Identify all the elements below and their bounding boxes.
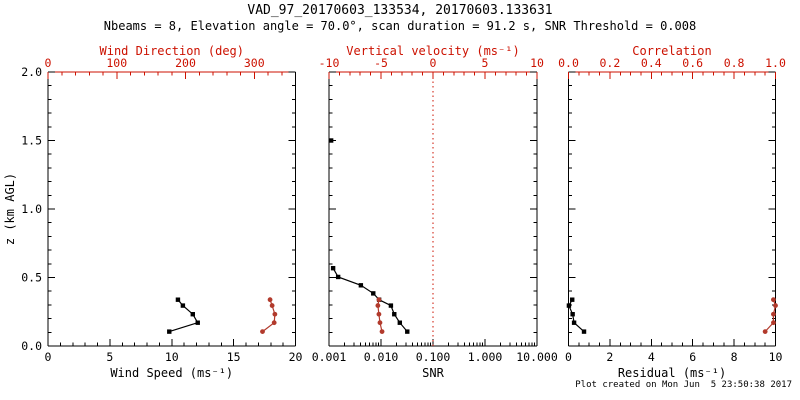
data-point-residual <box>581 329 587 334</box>
data-point-wind-direction <box>271 320 277 326</box>
data-point-residual <box>571 320 577 325</box>
x-tick-label: 15 <box>227 350 241 364</box>
top-tick-label: 0 <box>430 56 437 70</box>
data-point-wind-speed <box>195 320 200 325</box>
x-tick-label: 0 <box>565 350 572 364</box>
data-point-wind-speed <box>180 303 186 308</box>
top-tick-label: 200 <box>175 56 196 70</box>
panel-residual: 0 2 4 6 8 10 Residual (ms⁻¹) 0.0 0.2 0.4 0.6 0.8 1.0… <box>558 44 786 380</box>
x-axis-title: Wind Speed (ms⁻¹) <box>110 366 233 380</box>
data-point-residual <box>570 312 575 317</box>
top-tick-label: 300 <box>244 56 265 70</box>
y-tick-label: 2.0 <box>21 65 42 79</box>
data-point-wind-direction <box>260 329 265 335</box>
top-tick-label: 0.6 <box>682 56 703 70</box>
data-point-correlation <box>762 329 768 335</box>
top-tick-label: 0.2 <box>600 56 621 70</box>
plot-subtitle: Nbeams = 8, Elevation angle = 70.0°, sca… <box>103 19 697 33</box>
panel-snr: 0.001 0.010 0.100 1.000 10.000 SNR -10 -5 0 5 10 Ve… <box>312 44 558 380</box>
top-tick-label: 0.4 <box>641 56 662 70</box>
top-tick-label: 0.0 <box>558 56 579 70</box>
x-tick-label: 0 <box>45 350 52 364</box>
x-tick-label: 2 <box>606 350 613 364</box>
top-axis-title: Wind Direction (deg) <box>100 44 245 58</box>
y-tick-label: 0.5 <box>21 271 42 285</box>
plot-title: VAD_97_20170603_133534, 20170603.133631 <box>247 3 553 18</box>
top-tick-label: 0.8 <box>724 56 745 70</box>
x-axis-title: SNR <box>422 366 444 380</box>
top-tick-label: 100 <box>106 56 127 70</box>
x-tick-label: 20 <box>289 350 303 364</box>
data-point-snr-profile <box>371 291 376 296</box>
top-tick-label: 0 <box>45 56 52 70</box>
y-tick-label: 1.5 <box>21 134 42 148</box>
data-point-snr-profile <box>330 265 336 271</box>
data-point-wind-direction <box>272 311 278 317</box>
data-point-wind-speed <box>190 312 195 317</box>
data-point-snr-profile <box>388 303 394 308</box>
data-point-residual <box>570 297 575 302</box>
y-tick-label: 1.0 <box>21 202 42 216</box>
x-tick-label: 0.010 <box>364 350 399 364</box>
series-line-snr-profile <box>332 267 408 332</box>
data-point-snr-profile <box>335 274 341 280</box>
x-tick-label: 8 <box>731 350 738 364</box>
data-point-vertical-velocity <box>377 320 383 326</box>
y-axis-label: z (km AGL) <box>3 173 17 245</box>
data-point-vertical-velocity <box>376 297 382 303</box>
top-tick-label: -10 <box>319 56 340 70</box>
y-tick-label: 0.0 <box>21 339 42 353</box>
data-point-correlation <box>773 303 778 308</box>
top-tick-label: 5 <box>482 56 489 70</box>
data-point-residual <box>566 303 572 308</box>
data-point-correlation <box>771 311 776 317</box>
x-tick-label: 4 <box>648 350 655 364</box>
top-tick-label: 10 <box>530 56 544 70</box>
data-point-vertical-velocity <box>379 329 385 335</box>
x-tick-label: 5 <box>106 350 113 364</box>
data-point-correlation <box>771 297 776 303</box>
plot-created-timestamp: Plot created on Mon Jun 5 23:50:38 2017 <box>575 380 792 390</box>
top-axis-title: Vertical velocity (ms⁻¹) <box>346 44 519 58</box>
x-tick-label: 1.000 <box>468 350 503 364</box>
data-point-wind-direction <box>269 303 275 308</box>
x-tick-label: 10 <box>769 350 783 364</box>
data-point-wind-speed <box>167 329 172 334</box>
data-point-snr-outlier <box>328 138 334 143</box>
data-point-snr-profile <box>397 320 403 325</box>
top-tick-label: -5 <box>374 56 388 70</box>
top-axis-title: Correlation <box>632 44 711 58</box>
x-tick-label: 10 <box>165 350 179 364</box>
data-point-vertical-velocity <box>376 311 382 317</box>
x-tick-label: 6 <box>689 350 696 364</box>
data-point-snr-profile <box>358 283 364 288</box>
top-tick-label: 1.0 <box>765 56 786 70</box>
data-point-snr-profile <box>392 312 397 317</box>
data-point-vertical-velocity <box>375 303 381 308</box>
x-tick-label: 10.000 <box>516 350 558 364</box>
data-point-wind-direction <box>267 297 273 303</box>
x-tick-label: 0.100 <box>416 350 451 364</box>
x-tick-label: 0.001 <box>312 350 347 364</box>
data-point-snr-profile <box>405 329 410 334</box>
data-point-correlation <box>771 320 776 326</box>
data-point-wind-speed <box>175 297 181 302</box>
x-axis-title: Residual (ms⁻¹) <box>618 366 726 380</box>
